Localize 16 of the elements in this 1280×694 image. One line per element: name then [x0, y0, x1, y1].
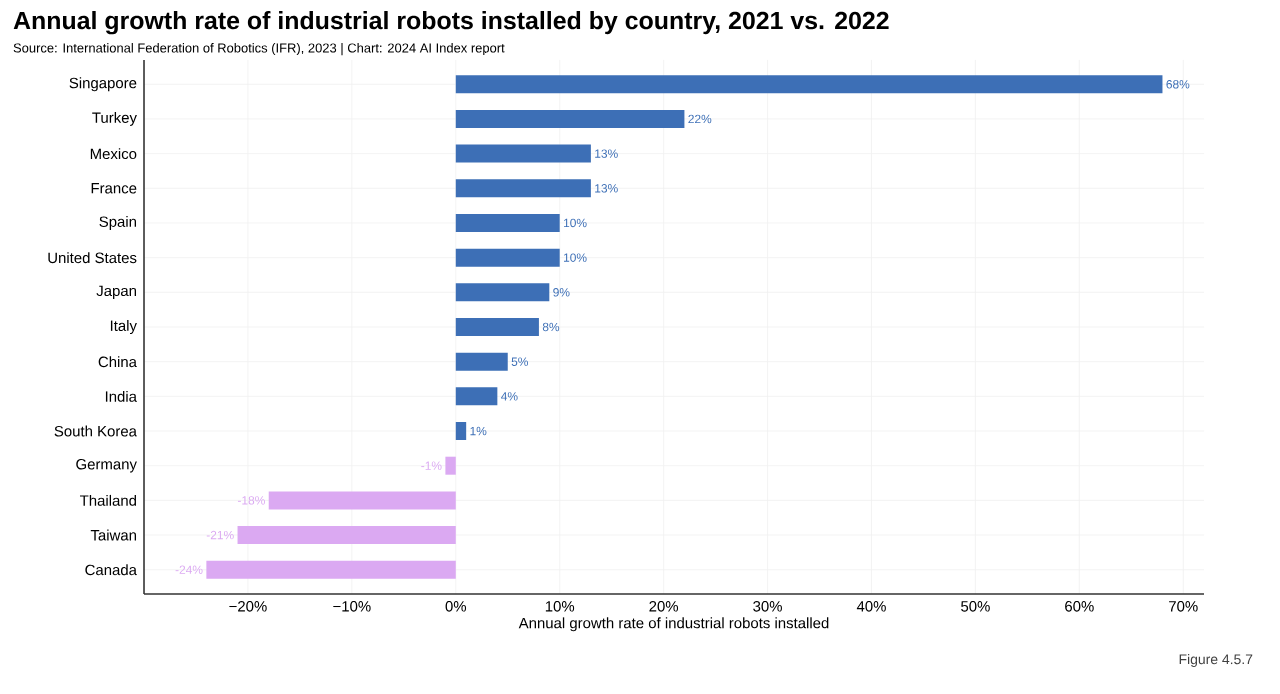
bar: [206, 560, 456, 579]
bar: [268, 491, 456, 510]
bar: [455, 213, 560, 232]
bar: [455, 422, 467, 441]
bar: [455, 283, 550, 302]
bar: [455, 75, 1163, 94]
bar: [237, 526, 456, 545]
bar: [455, 248, 560, 267]
bar: [455, 387, 498, 406]
bar: [445, 456, 456, 475]
bar: [455, 109, 685, 128]
bar: [455, 317, 539, 336]
bar: [455, 144, 591, 163]
bar: [455, 179, 591, 198]
chart-title: Annual growth rate of industrial robots installed by country, 2021 vs. 2022: [13, 11, 889, 35]
bar: [455, 352, 508, 371]
